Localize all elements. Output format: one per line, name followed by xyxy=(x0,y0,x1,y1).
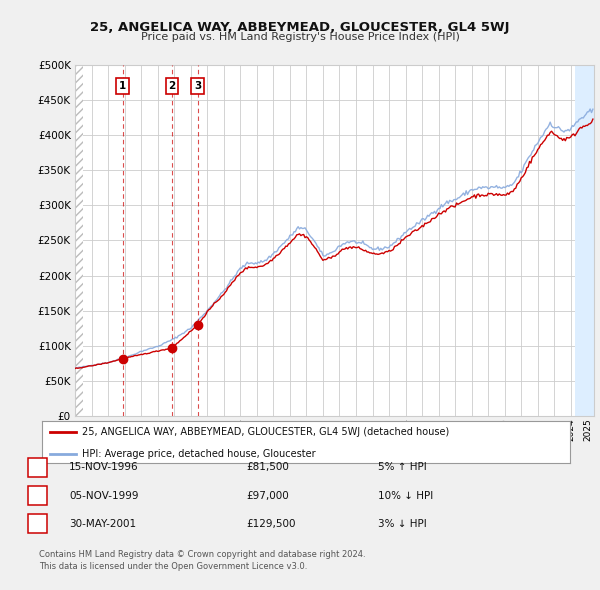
Bar xyxy=(75,65,83,416)
Text: 1: 1 xyxy=(119,81,126,91)
Text: £129,500: £129,500 xyxy=(246,519,296,529)
Text: Price paid vs. HM Land Registry's House Price Index (HPI): Price paid vs. HM Land Registry's House … xyxy=(140,32,460,42)
Bar xyxy=(75,65,83,416)
Text: 2: 2 xyxy=(38,491,45,500)
Text: HPI: Average price, detached house, Gloucester: HPI: Average price, detached house, Glou… xyxy=(82,449,315,459)
Text: £97,000: £97,000 xyxy=(246,491,289,500)
Text: Contains HM Land Registry data © Crown copyright and database right 2024.: Contains HM Land Registry data © Crown c… xyxy=(39,550,365,559)
Text: £81,500: £81,500 xyxy=(246,463,289,472)
Text: 30-MAY-2001: 30-MAY-2001 xyxy=(69,519,136,529)
Text: 2: 2 xyxy=(169,81,176,91)
Text: 3: 3 xyxy=(38,519,45,529)
Text: 15-NOV-1996: 15-NOV-1996 xyxy=(69,463,139,472)
Text: 5% ↑ HPI: 5% ↑ HPI xyxy=(378,463,427,472)
Text: 3% ↓ HPI: 3% ↓ HPI xyxy=(378,519,427,529)
Text: 10% ↓ HPI: 10% ↓ HPI xyxy=(378,491,433,500)
Text: 05-NOV-1999: 05-NOV-1999 xyxy=(69,491,139,500)
Text: This data is licensed under the Open Government Licence v3.0.: This data is licensed under the Open Gov… xyxy=(39,562,307,571)
Bar xyxy=(575,65,594,416)
Text: 3: 3 xyxy=(194,81,201,91)
Text: 25, ANGELICA WAY, ABBEYMEAD, GLOUCESTER, GL4 5WJ: 25, ANGELICA WAY, ABBEYMEAD, GLOUCESTER,… xyxy=(90,21,510,34)
Text: 25, ANGELICA WAY, ABBEYMEAD, GLOUCESTER, GL4 5WJ (detached house): 25, ANGELICA WAY, ABBEYMEAD, GLOUCESTER,… xyxy=(82,427,449,437)
Text: 1: 1 xyxy=(38,463,45,472)
